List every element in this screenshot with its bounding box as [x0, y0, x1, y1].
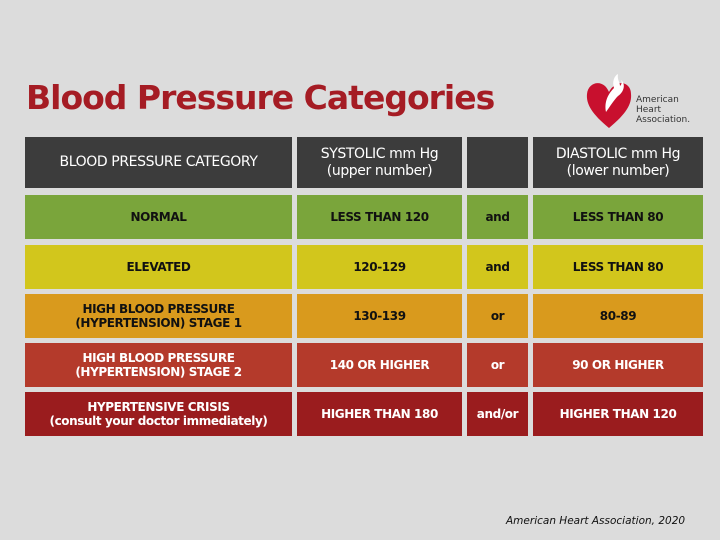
- table-cell: HIGHER THAN 180: [297, 392, 462, 436]
- logo: American Heart Association.: [584, 72, 704, 132]
- cell-line: (lower number): [566, 162, 670, 179]
- header-cell: DIASTOLIC mm Hg (lower number): [533, 137, 703, 188]
- table-cell: LESS THAN 80: [533, 245, 703, 289]
- table-cell: or: [467, 343, 528, 387]
- cell-line: HYPERTENSIVE CRISIS: [87, 400, 230, 414]
- logo-heart: [586, 74, 632, 128]
- cell-line: and/or: [476, 407, 519, 421]
- cell-line: HIGHER THAN 120: [559, 407, 677, 421]
- cell-line: LESS THAN 80: [572, 210, 664, 224]
- cell-line: 120-129: [353, 260, 406, 274]
- logo-line: American: [636, 95, 679, 105]
- cell-line: (upper number): [326, 162, 433, 179]
- header-cell: SYSTOLIC mm Hg (upper number): [297, 137, 462, 188]
- logo-line: Heart: [636, 105, 662, 115]
- cell-line: ELEVATED: [126, 260, 191, 274]
- table-cell: 80-89: [533, 294, 703, 338]
- cell-line: (consult your doctor immediately): [49, 414, 268, 428]
- table-cell: HIGH BLOOD PRESSURE (HYPERTENSION) STAGE …: [25, 294, 292, 338]
- cell-line: 140 OR HIGHER: [329, 358, 430, 372]
- table-cell: LESS THAN 120: [297, 195, 462, 239]
- cell-line: or: [490, 309, 505, 323]
- title: Blood Pressure Categories: [26, 78, 495, 117]
- table-cell: HIGH BLOOD PRESSURE (HYPERTENSION) STAGE …: [25, 343, 292, 387]
- table-cell: NORMAL: [25, 195, 292, 239]
- cell-line: HIGH BLOOD PRESSURE: [82, 351, 235, 365]
- cell-line: DIASTOLIC mm Hg: [555, 145, 681, 162]
- cell-line: or: [490, 358, 505, 372]
- table-cell: and: [467, 245, 528, 289]
- cell-line: and: [485, 260, 510, 274]
- table-cell: 130-139: [297, 294, 462, 338]
- table-cell: ELEVATED: [25, 245, 292, 289]
- table-cell: or: [467, 294, 528, 338]
- cell-line: 130-139: [353, 309, 406, 323]
- cell-line: LESS THAN 80: [572, 260, 664, 274]
- cell-line: (HYPERTENSION) STAGE 2: [75, 365, 242, 379]
- table-cell: HIGHER THAN 120: [533, 392, 703, 436]
- table-cell: and/or: [467, 392, 528, 436]
- cell-line: 80-89: [599, 309, 637, 323]
- cell-line: 90 OR HIGHER: [572, 358, 664, 372]
- cell-line: and: [485, 210, 510, 224]
- header-cell: [467, 137, 528, 188]
- table-cell: 90 OR HIGHER: [533, 343, 703, 387]
- cell-line: (HYPERTENSION) STAGE 1: [75, 316, 242, 330]
- cell-line: BLOOD PRESSURE CATEGORY: [59, 154, 258, 170]
- cell-line: SYSTOLIC mm Hg: [320, 145, 439, 162]
- table-cell: and: [467, 195, 528, 239]
- logo-line: Association.: [636, 115, 691, 125]
- table-cell: LESS THAN 80: [533, 195, 703, 239]
- cell-line: LESS THAN 120: [330, 210, 429, 224]
- table-cell: 120-129: [297, 245, 462, 289]
- cell-line: NORMAL: [130, 210, 187, 224]
- cell-line: HIGHER THAN 180: [321, 407, 438, 421]
- header-cell: BLOOD PRESSURE CATEGORY: [25, 137, 292, 188]
- caption: American Heart Association, 2020: [506, 515, 686, 527]
- table-cell: 140 OR HIGHER: [297, 343, 462, 387]
- table-cell: HYPERTENSIVE CRISIS (consult your doctor …: [25, 392, 292, 436]
- logo-text: American Heart Association.: [636, 95, 690, 125]
- cell-line: HIGH BLOOD PRESSURE: [82, 302, 235, 316]
